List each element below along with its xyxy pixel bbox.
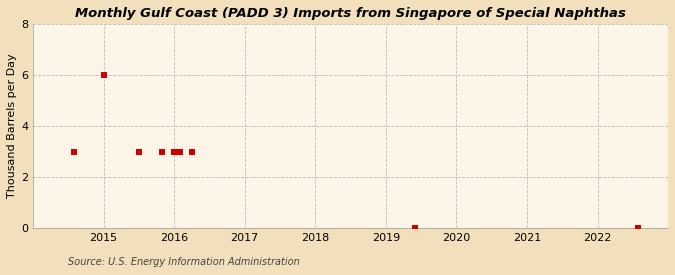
Point [186, 150, 197, 154]
Point [169, 150, 180, 154]
Point [99, 73, 109, 77]
Text: Source: U.S. Energy Information Administration: Source: U.S. Energy Information Administ… [68, 257, 299, 267]
Point [410, 226, 421, 230]
Point [174, 150, 185, 154]
Y-axis label: Thousand Barrels per Day: Thousand Barrels per Day [7, 54, 17, 199]
Point [69, 150, 80, 154]
Point [134, 150, 144, 154]
Point [633, 226, 644, 230]
Title: Monthly Gulf Coast (PADD 3) Imports from Singapore of Special Naphthas: Monthly Gulf Coast (PADD 3) Imports from… [75, 7, 626, 20]
Point [157, 150, 167, 154]
